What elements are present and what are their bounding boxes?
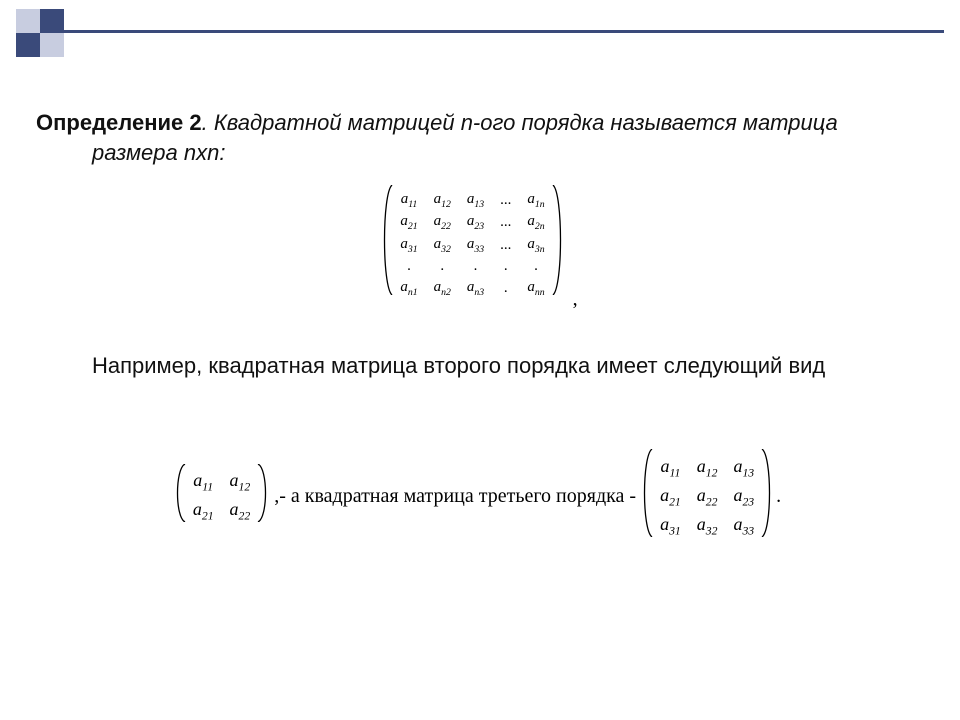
paren-right-icon (551, 185, 563, 303)
paren-left-icon (642, 449, 654, 545)
matrix-cell: a12 (230, 470, 251, 494)
matrix-cell: a22 (697, 485, 718, 509)
deco-square (16, 9, 40, 33)
matrix-cell: a22 (434, 213, 451, 232)
matrix-n: a11 a12 a13... a1n a21 a22 a23... a2n a31 a32 a33.… (382, 185, 562, 303)
paren-right-icon (256, 464, 268, 530)
matrix-cell: . (527, 258, 544, 275)
matrix-cell: a23 (467, 213, 484, 232)
matrix-cell: ... (500, 214, 511, 231)
matrix-cell: a13 (467, 191, 484, 210)
slide-content: Определение 2. Квадратной матрицей n-ого… (36, 108, 924, 545)
deco-square (40, 9, 64, 33)
matrix-cell: a13 (733, 456, 754, 480)
paren-right-icon (760, 449, 772, 545)
deco-square (16, 33, 40, 57)
matrix-cell: a32 (434, 236, 451, 255)
matrix-cell: a2n (527, 213, 544, 232)
matrix-cell: a31 (400, 236, 417, 255)
matrix-cell: a11 (660, 456, 681, 480)
matrix-2: a11 a12 a21 a22 (175, 464, 268, 530)
paren-left-icon (175, 464, 187, 530)
matrix-cell: ann (527, 279, 544, 298)
matrix-cell: a12 (697, 456, 718, 480)
matrix-cell: an3 (467, 279, 484, 298)
paren-left-icon (382, 185, 394, 303)
matrix-cell: an2 (434, 279, 451, 298)
matrix-cell: . (467, 258, 484, 275)
matrix-cell: . (434, 258, 451, 275)
definition-label: Определение 2 (36, 110, 202, 135)
matrix-cell: a1n (527, 191, 544, 210)
definition-text-1: . Квадратной матрицей n-ого порядка назы… (202, 110, 838, 135)
final-period: . (772, 485, 785, 508)
matrix-cell: a32 (697, 514, 718, 538)
bottom-row: a11 a12 a21 a22 ,- а квадратная матрица тре… (36, 449, 924, 545)
matrix-cell: . (400, 258, 417, 275)
matrix-cell: a33 (467, 236, 484, 255)
matrix-cell: a21 (193, 499, 214, 523)
definition-line-2: размера nхn: (36, 138, 924, 168)
matrix-cell: a23 (733, 485, 754, 509)
matrix-n-block: a11 a12 a13... a1n a21 a22 a23... a2n a31 a32 a33.… (36, 185, 924, 310)
header-line (64, 30, 944, 33)
matrix-cell: a22 (230, 499, 251, 523)
matrix-cell: a33 (733, 514, 754, 538)
matrix-cell: a3n (527, 236, 544, 255)
matrix-cell: a11 (193, 470, 214, 494)
matrix-n-trailing: , (563, 288, 578, 311)
matrix-cell: . (500, 258, 511, 275)
matrix-cell: ... (500, 192, 511, 209)
example-text: Например, квадратная матрица второго пор… (36, 353, 924, 379)
matrix-3: a11 a12 a13 a21 a22 a23 a31 a32 a33 (642, 449, 772, 545)
matrix-cell: an1 (400, 279, 417, 298)
matrix-cell: a31 (660, 514, 681, 538)
matrix-cell: a11 (400, 191, 417, 210)
matrix-cell: a21 (660, 485, 681, 509)
matrix-cell: . (500, 280, 511, 297)
matrix-cell: a12 (434, 191, 451, 210)
deco-square (40, 33, 64, 57)
definition-line-1: Определение 2. Квадратной матрицей n-ого… (36, 108, 924, 138)
middle-text: ,- а квадратная матрица третьего порядка… (268, 485, 642, 508)
matrix-cell: a21 (400, 213, 417, 232)
matrix-cell: ... (500, 237, 511, 254)
